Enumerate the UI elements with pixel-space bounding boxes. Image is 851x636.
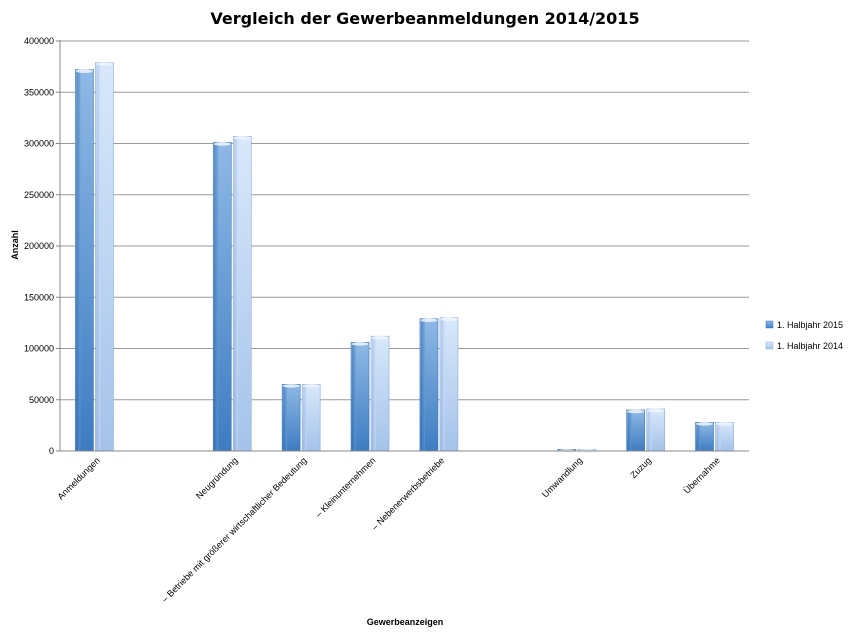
bar-shade: [696, 422, 701, 451]
bar-shade: [234, 136, 239, 451]
bar-shade: [716, 422, 721, 451]
y-tick-label: 0: [49, 446, 54, 456]
bar-cap: [440, 317, 458, 322]
x-category-label: – Nebenerwerbsbetriebe: [370, 455, 447, 532]
x-axis-title: Gewerbeanzeigen: [367, 617, 444, 627]
bar-shade: [420, 318, 425, 451]
bar-cap: [233, 136, 251, 140]
bar-shade: [647, 408, 652, 451]
bar-shade: [352, 342, 357, 451]
y-tick-label: 50000: [29, 395, 54, 405]
bar-cap: [371, 335, 389, 340]
bar-cap: [420, 318, 438, 323]
legend-label-2015: 1. Halbjahr 2015: [777, 320, 843, 330]
y-axis-title: Anzahl: [10, 230, 20, 260]
bar-shade: [303, 384, 308, 451]
y-axis-ticks: 0 50000 100000 150000 200000 250000 300000 3500…: [24, 36, 60, 456]
x-category-label: Neugründung: [194, 455, 240, 501]
bar-shade: [440, 317, 445, 451]
bar-cap: [75, 69, 93, 73]
bar-shade: [76, 69, 81, 451]
bar-shade: [627, 410, 632, 451]
x-category-label: Umwandlung: [540, 455, 584, 499]
bar-shade: [96, 62, 101, 452]
x-category-label: Zuzug: [628, 455, 653, 480]
y-tick-label: 250000: [24, 190, 54, 200]
legend-label-2014: 1. Halbjahr 2014: [777, 341, 843, 351]
chart-title: Vergleich der Gewerbeanmeldungen 2014/20…: [210, 9, 639, 28]
x-category-label: Anmeldungen: [56, 455, 102, 501]
bar-cap: [627, 409, 645, 414]
bar-cap: [95, 62, 113, 66]
y-tick-label: 400000: [24, 36, 54, 46]
legend-swatch-2014: [765, 341, 774, 350]
bar-shade: [214, 142, 219, 451]
legend: 1. Halbjahr 2015 1. Halbjahr 2014: [765, 320, 843, 351]
bar-shade: [372, 336, 377, 451]
legend-swatch-2015: [765, 320, 774, 329]
x-category-label: Übernahme: [682, 455, 722, 495]
bar-cap: [351, 342, 369, 346]
y-tick-label: 200000: [24, 241, 54, 251]
y-tick-label: 300000: [24, 139, 54, 149]
bar-cap: [716, 422, 734, 426]
bar-cap: [302, 384, 320, 388]
bar-cap: [647, 408, 665, 413]
gridlines: [60, 40, 749, 401]
bar-cap: [696, 422, 714, 426]
bars: [75, 62, 734, 453]
y-tick-label: 350000: [24, 87, 54, 97]
x-axis-categories: Anmeldungen Neugründung– Betriebe mit grö…: [56, 455, 722, 604]
x-category-label: – Betriebe mit größerer wirtschaftlicher…: [160, 455, 309, 604]
x-category-label: – Kleinunternehmen: [313, 455, 377, 519]
bar-shade: [283, 384, 288, 451]
y-tick-label: 150000: [24, 292, 54, 302]
bar-cap: [282, 384, 300, 388]
y-tick-label: 100000: [24, 344, 54, 354]
bar-cap: [213, 142, 231, 146]
